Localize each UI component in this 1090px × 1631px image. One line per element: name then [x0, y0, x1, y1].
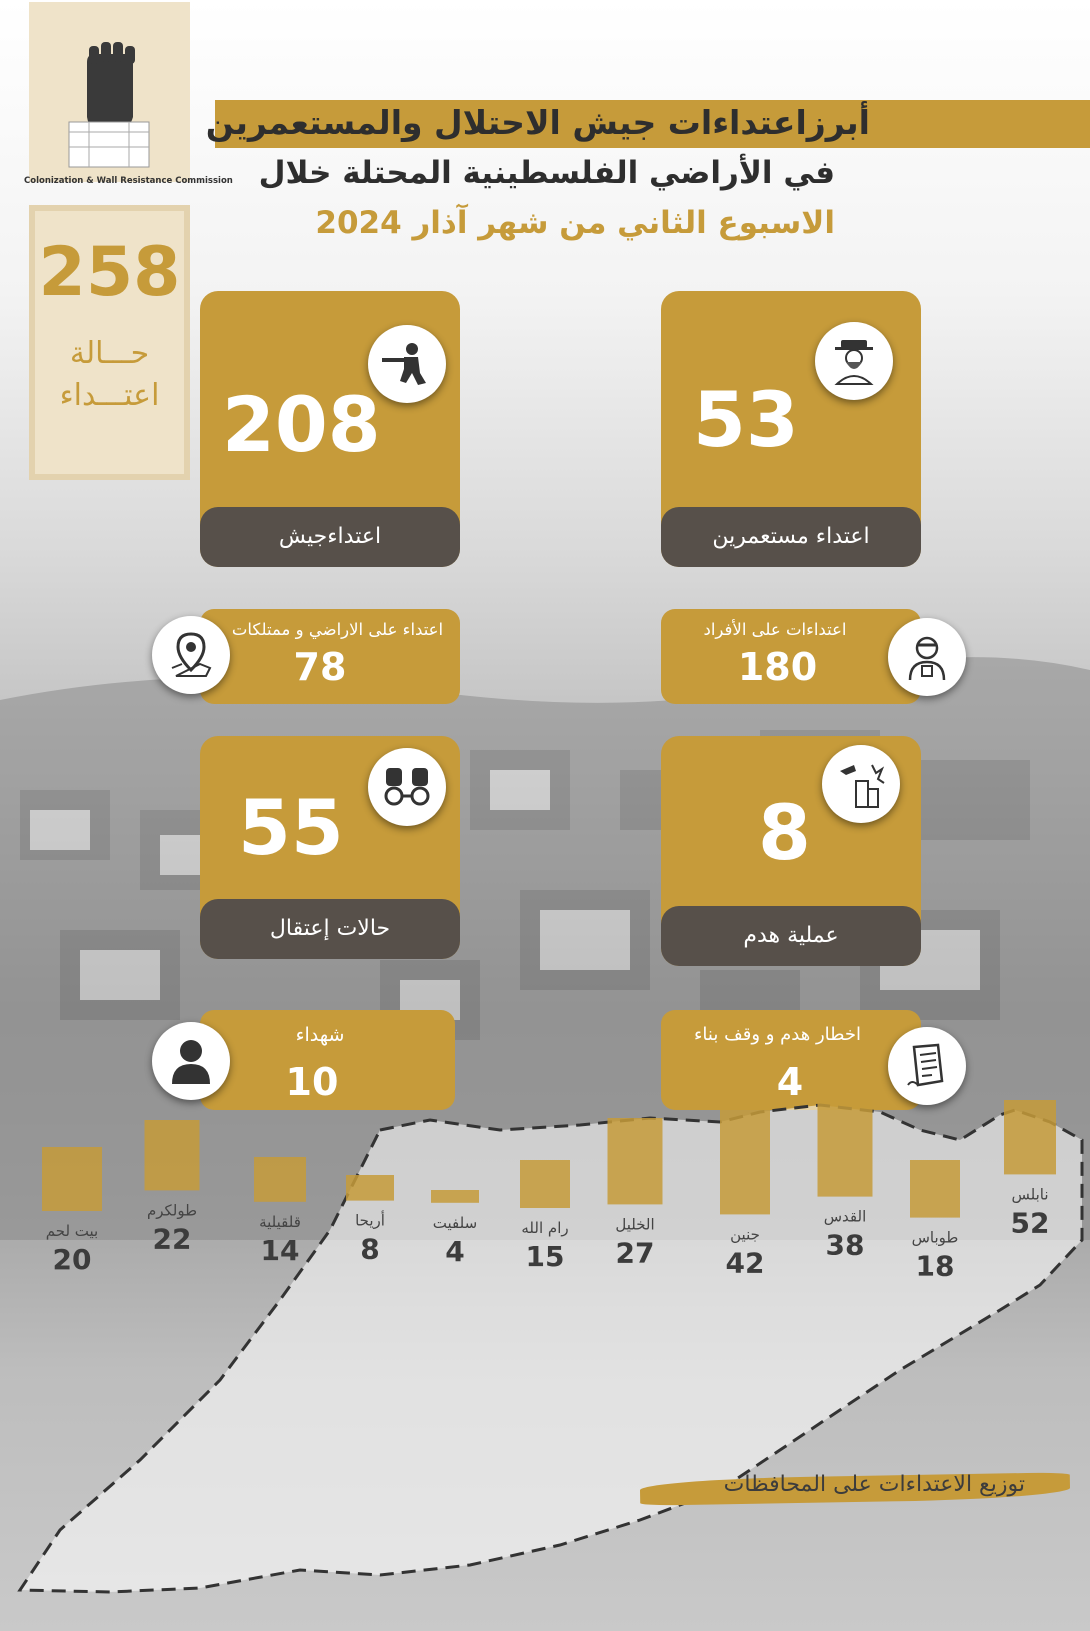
bar-8: [817, 1100, 873, 1197]
bar-10: [1004, 1100, 1056, 1175]
martyrs-value: 10: [285, 1060, 339, 1104]
bar-category-label: طوباس: [912, 1229, 959, 1247]
army-value: 208: [222, 380, 381, 469]
bar-0: [42, 1147, 102, 1211]
notices-label: اخطار هدم و وقف بناء: [693, 1024, 862, 1045]
demolition-icon: [822, 745, 900, 823]
settler-icon: [815, 322, 893, 400]
total-label-line2: اعتـــداء: [59, 378, 160, 413]
map-pin-icon: [152, 616, 230, 694]
bar-value-label: 52: [1011, 1206, 1050, 1239]
bar-6: [607, 1118, 663, 1205]
soldier-icon: [368, 325, 446, 403]
bar-3: [346, 1175, 394, 1201]
bar-value-label: 27: [616, 1236, 655, 1269]
logo-caption: Colonization & Wall Resistance Commissio…: [24, 176, 233, 186]
arrests-label: حالات إعتقال: [200, 899, 460, 959]
bar-category-label: جنين: [730, 1225, 760, 1243]
bar-value-label: 18: [916, 1250, 955, 1283]
settlers-value: 53: [693, 375, 799, 464]
martyrs-card: [200, 1010, 455, 1110]
bar-value-label: 8: [360, 1233, 379, 1266]
total-value: 258: [38, 233, 181, 312]
chart-caption: توزيع الاعتداءات على المحافظات: [723, 1472, 1025, 1497]
individuals-label: اعتداءات على الأفراد: [703, 620, 847, 639]
bar-5: [520, 1160, 570, 1208]
bar-7: [720, 1100, 770, 1215]
bar-category-label: قلقيلية: [259, 1213, 301, 1231]
bar-category-label: رام الله: [521, 1219, 568, 1237]
bar-1: [144, 1120, 200, 1191]
bar-value-label: 22: [153, 1222, 192, 1255]
bar-category-label: طولكرم: [147, 1201, 197, 1219]
individuals-card: [661, 609, 921, 704]
bar-category-label: القدس: [824, 1208, 867, 1226]
bar-category-label: سلفيت: [433, 1214, 477, 1232]
martyrs-label: شهداء: [295, 1024, 345, 1046]
notices-card: [661, 1010, 921, 1110]
bar-category-label: أريحا: [355, 1211, 385, 1230]
land-card: [200, 609, 460, 704]
land-label: اعتداء على الاراضي و ممتلكات: [231, 620, 444, 639]
bar-4: [431, 1190, 479, 1203]
bar-value-label: 14: [261, 1234, 300, 1267]
bar-value-label: 42: [726, 1246, 765, 1279]
bar-category-label: بيت لحم: [46, 1222, 98, 1240]
army-label: اعتداءجيش: [200, 507, 460, 567]
logo: [29, 2, 190, 182]
bar-value-label: 15: [526, 1240, 565, 1273]
title-bar: [215, 100, 1090, 148]
fist-icon: [68, 42, 150, 168]
bar-9: [910, 1160, 960, 1218]
notices-value: 4: [776, 1060, 804, 1104]
page-subtitle: في الأراضي الفلسطينية المحتلة خلال: [258, 155, 835, 191]
land-value: 78: [293, 645, 347, 689]
demolition-value: 8: [758, 788, 811, 877]
bar-category-label: الخليل: [615, 1215, 654, 1233]
handcuffs-icon: [368, 748, 446, 826]
individuals-value: 180: [737, 645, 818, 689]
west-bank-outline: [17, 1103, 1084, 1594]
total-box: [29, 205, 190, 480]
page-title: أبرزاعتداءات جيش الاحتلال والمستعمرين: [205, 103, 870, 142]
governorate-chart: بيت لحم 20 طولكرم 22 قلقيلية 14 أريحا 8 سلفيت 4 را…: [17, 1100, 1084, 1594]
settlers-label: اعتداء مستعمرين: [661, 507, 921, 567]
bar-value-label: 38: [826, 1229, 865, 1262]
bar-value-label: 4: [445, 1235, 464, 1268]
person-icon: [152, 1022, 230, 1100]
bar-category-label: نابلس: [1011, 1185, 1048, 1203]
page-period: الاسبوع الثاني من شهر آذار 2024: [315, 205, 835, 241]
injured-person-icon: [888, 618, 966, 696]
total-label-line1: حـــالة: [69, 336, 150, 371]
document-icon: [888, 1027, 966, 1105]
bar-value-label: 20: [53, 1243, 92, 1276]
demolition-label: عملية هدم: [661, 906, 921, 966]
arrests-value: 55: [238, 783, 344, 872]
bar-2: [254, 1157, 306, 1202]
